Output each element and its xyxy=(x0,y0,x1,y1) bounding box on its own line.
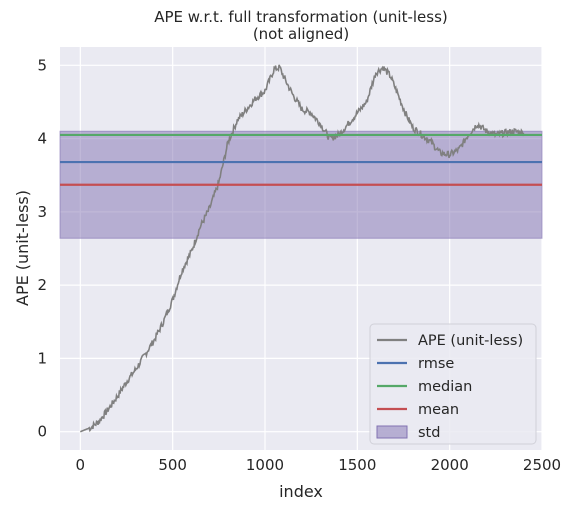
chart-subtitle: (not aligned) xyxy=(253,25,349,43)
legend-std-swatch xyxy=(376,425,408,439)
y-tick-label: 1 xyxy=(37,349,47,367)
y-tick-label: 2 xyxy=(37,276,47,294)
x-tick-label: 1000 xyxy=(246,456,284,474)
x-tick-label: 1500 xyxy=(338,456,376,474)
legend-ape-label: APE (unit-less) xyxy=(418,333,523,349)
x-tick-label: 2500 xyxy=(523,456,561,474)
legend-rmse-label: rmse xyxy=(418,356,454,372)
ape-series-line xyxy=(80,64,525,433)
y-tick-label: 4 xyxy=(37,130,47,148)
legend-std-label: std xyxy=(418,425,440,441)
x-tick-label: 0 xyxy=(76,456,86,474)
legend-mean-label: mean xyxy=(418,402,459,418)
legend-box xyxy=(369,323,537,445)
y-tick-label: 3 xyxy=(37,203,47,221)
legend: APE (unit-less) rmse median mean std xyxy=(369,323,537,445)
chart-title: APE w.r.t. full transformation (unit-les… xyxy=(154,8,448,26)
y-axis-label: APE (unit-less) xyxy=(13,190,32,306)
y-tick-label: 0 xyxy=(37,423,47,441)
x-axis-label: index xyxy=(279,482,323,501)
legend-median-label: median xyxy=(418,379,472,395)
y-tick-label: 5 xyxy=(37,56,47,74)
x-tick-label: 500 xyxy=(158,456,187,474)
x-tick-label: 2000 xyxy=(431,456,469,474)
